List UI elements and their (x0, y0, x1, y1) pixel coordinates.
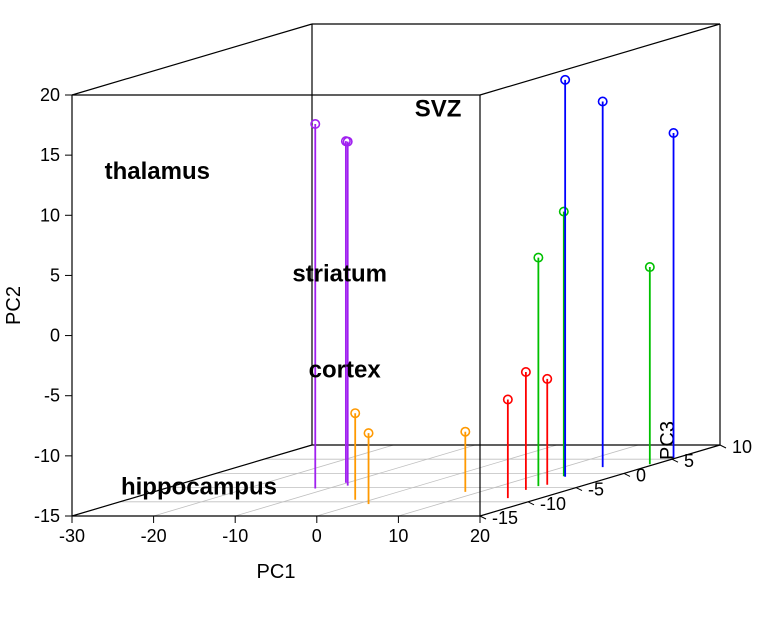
z-tick-label: 10 (732, 437, 752, 457)
y-tick-label: -5 (44, 386, 60, 406)
cluster-label-cortex: cortex (309, 357, 382, 384)
z-tick-label: -5 (588, 480, 604, 500)
y-tick-label: 15 (40, 145, 60, 165)
y-tick-label: -10 (34, 446, 60, 466)
z-tick-label: 0 (636, 465, 646, 485)
x-tick-label: 0 (312, 526, 322, 546)
x-tick-label: -30 (59, 526, 85, 546)
x-axis-label: PC1 (257, 561, 296, 583)
cluster-label-thalamus: thalamus (105, 158, 210, 185)
x-tick-label: 20 (470, 526, 490, 546)
y-tick-label: 10 (40, 205, 60, 225)
plot-cube (72, 24, 720, 516)
x-tick-label: 10 (388, 526, 408, 546)
z-axis-label: PC3 (657, 421, 679, 460)
y-tick-label: 20 (40, 85, 60, 105)
cluster-label-striatum: striatum (292, 260, 387, 287)
y-tick-label: 0 (50, 326, 60, 346)
y-tick-label: 5 (50, 265, 60, 285)
cluster-label-hippocampus: hippocampus (121, 473, 277, 500)
x-tick-label: -20 (141, 526, 167, 546)
z-tick-label: -10 (540, 494, 566, 514)
data-layer (311, 76, 678, 504)
x-tick-label: -10 (222, 526, 248, 546)
z-tick-label: 5 (684, 451, 694, 471)
cluster-label-SVZ: SVZ (415, 96, 462, 123)
z-tick-label: -15 (492, 508, 518, 528)
y-tick-label: -15 (34, 506, 60, 526)
y-axis-label: PC2 (3, 286, 25, 325)
